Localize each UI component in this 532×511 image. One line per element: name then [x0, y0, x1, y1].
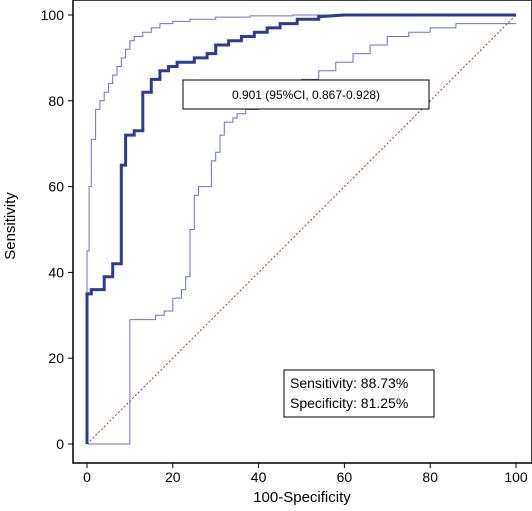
series-ci-lower — [87, 23, 516, 445]
y-ticks: 0 20 40 60 80 100 — [41, 7, 73, 452]
y-tick-label: 0 — [56, 436, 64, 452]
y-tick-label: 100 — [41, 7, 65, 23]
series-layer — [85, 13, 517, 445]
y-tick-label: 40 — [48, 264, 64, 280]
stats-box: Sensitivity: 88.73% Specificity: 81.25% — [283, 369, 435, 418]
y-tick-label: 80 — [48, 93, 64, 109]
series-reference — [86, 14, 517, 445]
auc-label: 0.901 (95%CI, 0.867-0.928) — [232, 88, 380, 102]
plot-frame — [72, 0, 532, 464]
specificity-stat: Specificity: 81.25% — [290, 395, 408, 411]
sensitivity-stat: Sensitivity: 88.73% — [290, 375, 408, 391]
y-tick-label: 60 — [48, 179, 64, 195]
auc-label-box: 0.901 (95%CI, 0.867-0.928) — [182, 79, 430, 110]
x-axis-title: 100-Specificity — [253, 489, 351, 506]
series-ci-upper — [86, 14, 516, 444]
y-axis-title: Sensitivity — [2, 192, 19, 260]
x-tick-label: 80 — [422, 469, 438, 485]
auc-box-frame — [182, 79, 430, 110]
x-tick-label: 0 — [83, 469, 91, 485]
stats-box-frame — [283, 369, 435, 418]
series-roc — [85, 13, 516, 444]
x-tick-label: 40 — [251, 469, 267, 485]
x-tick-label: 60 — [337, 469, 353, 485]
x-tick-label: 100 — [504, 469, 528, 485]
y-tick-label: 20 — [48, 350, 64, 366]
x-ticks: 0 20 40 60 80 100 — [83, 463, 528, 485]
x-tick-label: 20 — [165, 469, 181, 485]
